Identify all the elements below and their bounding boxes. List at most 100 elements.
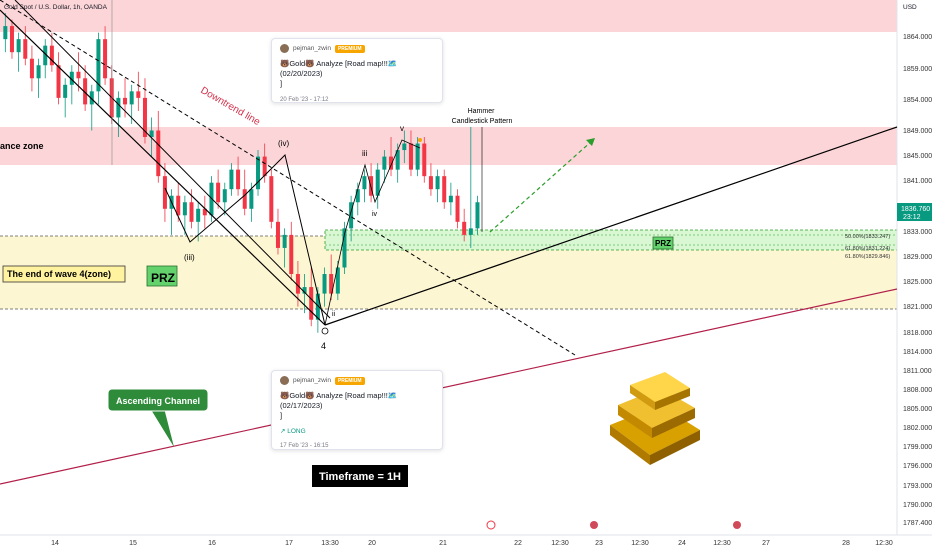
candle-up <box>335 267 340 294</box>
flag-icon-1[interactable] <box>590 521 598 529</box>
candle-down <box>295 274 300 294</box>
candle-down <box>142 97 147 138</box>
idea-card-2-title[interactable]: 🐻Gold🐻 Analyze [Road map!!!🗺️(02/17/2023… <box>280 391 398 420</box>
channel-line-upper-2 <box>14 0 331 319</box>
candle-up <box>182 202 187 216</box>
prz-left-label: PRZ <box>151 271 175 285</box>
candle-up <box>69 71 74 85</box>
candle-down <box>202 208 207 216</box>
candle-up <box>36 65 41 79</box>
candle-up <box>448 195 453 203</box>
resistance-zone-label: ance zone <box>0 141 44 151</box>
candle-down <box>23 39 28 59</box>
candle-down <box>189 202 194 222</box>
ascending-channel-box <box>107 388 209 412</box>
candle-down <box>242 189 247 209</box>
currency-label: USD <box>903 4 917 11</box>
candle-up <box>3 26 8 40</box>
idea-card-1[interactable]: pejman_zwin PREMIUM 🐻Gold🐻 Analyze [Road… <box>271 38 443 103</box>
downtrend-line-label: Downtrend line <box>199 85 263 128</box>
time-tick-label: 16 <box>208 540 216 547</box>
candle-down <box>162 176 167 209</box>
downtrend-line <box>0 0 576 356</box>
candle-down <box>275 221 280 248</box>
price-tick-label: 1805.000 <box>903 406 932 413</box>
projection-arrow <box>586 138 595 146</box>
event-icon-1[interactable] <box>486 520 496 530</box>
candle-up <box>395 150 400 170</box>
prz-left-box <box>146 265 178 287</box>
price-tick-label: 1821.000 <box>903 304 932 311</box>
candle-down <box>329 274 334 294</box>
candle-down <box>269 176 274 222</box>
time-tick-label: 20 <box>368 540 376 547</box>
prz-box <box>324 229 898 251</box>
price-tick-label: 1796.000 <box>903 463 932 470</box>
resistance-zone-top <box>0 0 897 32</box>
candle-up <box>149 130 154 138</box>
price-tick-label: 1845.000 <box>903 153 932 160</box>
idea-card-1-title[interactable]: 🐻Gold🐻 Analyze [Road map!!!🗺️(02/20/2023… <box>280 59 398 88</box>
time-tick-label: 21 <box>439 540 447 547</box>
time-tick-label: 17 <box>285 540 293 547</box>
author-name[interactable]: pejman_zwin <box>293 377 331 384</box>
premium-badge: PREMIUM <box>334 44 365 53</box>
wave-label-iii: iii <box>362 149 368 158</box>
prz-right-label: PRZ <box>655 239 671 248</box>
channel-line-upper <box>0 9 326 326</box>
wave-label-ii: ii <box>332 311 336 318</box>
price-tick-label: 1854.000 <box>903 97 932 104</box>
candle-up <box>89 91 94 105</box>
candle-down <box>455 195 460 222</box>
time-tick-label: 23 <box>595 540 603 547</box>
candle-down <box>176 195 181 216</box>
ascending-channel-line <box>0 288 898 485</box>
candle-up <box>196 208 201 222</box>
end-wave4-box <box>2 265 126 283</box>
hammer-marker <box>418 138 422 142</box>
candle-up <box>282 234 287 248</box>
time-axis: 14 15 16 17 13:30 20 21 22 12:30 23 12:30 24 12:30 27… <box>51 540 893 547</box>
candle-up <box>16 39 21 53</box>
candle-up <box>302 287 307 294</box>
wave-label-iv: (iv) <box>278 139 289 148</box>
candle-up <box>402 143 407 151</box>
candle-down <box>9 26 14 53</box>
time-tick-label: 12:30 <box>713 540 731 547</box>
price-tick-label: 1829.000 <box>903 254 932 261</box>
uptrend-line <box>324 126 898 326</box>
candle-down <box>442 176 447 203</box>
price-tick-label: 1802.000 <box>903 425 932 432</box>
price-tick-label: 1814.000 <box>903 349 932 356</box>
candle-down <box>29 58 34 79</box>
idea-card-2[interactable]: pejman_zwin PREMIUM 🐻Gold🐻 Analyze [Road… <box>271 370 443 450</box>
price-axis: 1864.000 1859.000 1854.000 1849.000 1845.000… <box>903 34 932 527</box>
time-tick-label: 12:30 <box>551 540 569 547</box>
time-tick-label: 15 <box>129 540 137 547</box>
price-tick-label: 1808.000 <box>903 387 932 394</box>
candle-down <box>216 182 221 203</box>
candle-up <box>315 293 320 320</box>
price-tick-label: 1799.000 <box>903 444 932 451</box>
candle-up <box>349 202 354 229</box>
time-tick-label: 22 <box>514 540 522 547</box>
candle-down <box>103 39 108 79</box>
wave-path-small <box>324 139 421 326</box>
flag-icon-2[interactable] <box>733 521 741 529</box>
candle-down <box>136 91 141 98</box>
candle-down <box>408 143 413 170</box>
candle-up <box>63 84 68 98</box>
candle-up <box>256 156 261 190</box>
wave-label-4: 4 <box>321 341 326 351</box>
candle-up <box>222 189 227 203</box>
price-tick-label: 1859.000 <box>903 66 932 73</box>
symbol-title: Gold Spot / U.S. Dollar, 1h, OANDA <box>4 4 108 11</box>
candle-up <box>382 156 387 170</box>
gold-bars-illustration <box>610 372 700 465</box>
candle-down <box>422 143 427 177</box>
candle-down <box>56 65 61 98</box>
author-name[interactable]: pejman_zwin <box>293 45 331 52</box>
candle-up <box>322 274 327 294</box>
prz-right-box <box>652 236 674 250</box>
